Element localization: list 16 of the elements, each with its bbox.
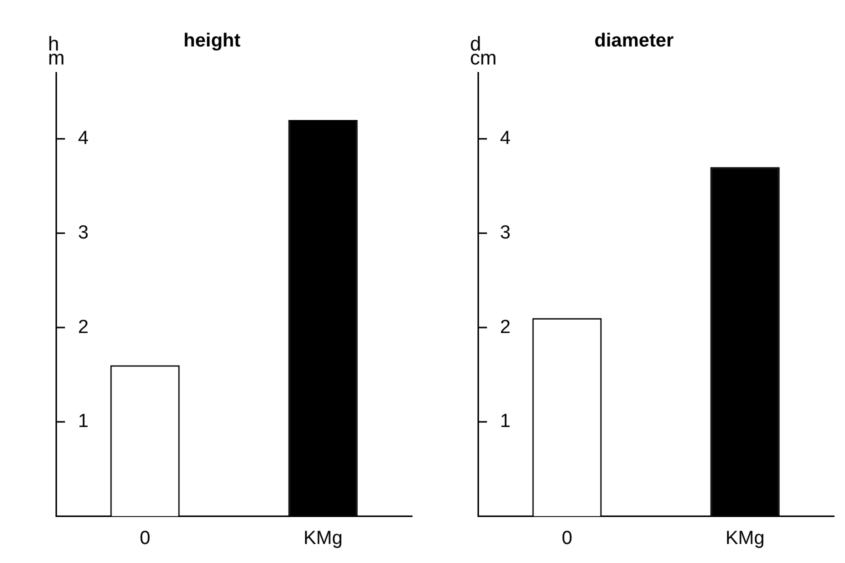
y-tick-label: 1 (78, 411, 89, 432)
y-tick-label: 3 (500, 222, 511, 244)
x-tick-label: 0 (562, 528, 572, 549)
y-axis-title: d cm (470, 33, 497, 70)
y-tick-label: 4 (78, 128, 89, 150)
chart-title: diameter (594, 30, 674, 52)
x-tick-label: 0 (140, 528, 150, 549)
chart-title: height (184, 30, 242, 52)
y-axis-title: h m (48, 33, 65, 70)
y-tick-label: 4 (500, 128, 511, 150)
x-tick-label: KMg (725, 528, 765, 549)
y-tick-label: 2 (500, 316, 511, 338)
y-tick-label: 2 (78, 316, 89, 338)
x-tick-label: KMg (303, 528, 343, 549)
y-tick-label: 3 (78, 222, 89, 244)
y-tick-label: 1 (500, 411, 511, 432)
